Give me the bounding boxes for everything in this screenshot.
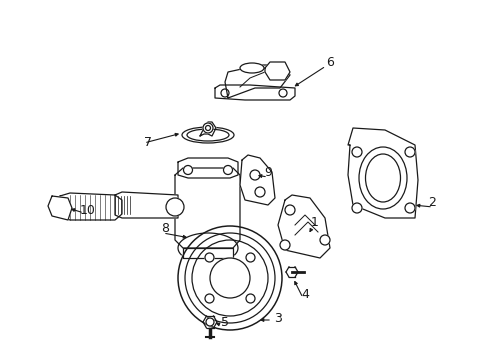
Circle shape	[192, 240, 267, 316]
Circle shape	[204, 253, 214, 262]
Circle shape	[205, 126, 210, 130]
Circle shape	[221, 89, 228, 97]
Circle shape	[245, 294, 254, 303]
Text: 8: 8	[161, 221, 169, 234]
Text: 3: 3	[273, 311, 282, 324]
Circle shape	[280, 240, 289, 250]
Text: 7: 7	[143, 136, 152, 149]
Polygon shape	[178, 158, 238, 178]
Circle shape	[178, 226, 282, 330]
Circle shape	[205, 318, 214, 326]
Circle shape	[279, 89, 286, 97]
Polygon shape	[115, 192, 178, 218]
Polygon shape	[48, 196, 72, 220]
Ellipse shape	[182, 127, 234, 143]
Ellipse shape	[365, 154, 400, 202]
Polygon shape	[215, 85, 294, 100]
Text: 4: 4	[301, 288, 308, 302]
Circle shape	[204, 294, 214, 303]
Polygon shape	[224, 65, 289, 98]
Polygon shape	[240, 155, 274, 205]
Polygon shape	[183, 248, 232, 258]
Polygon shape	[200, 122, 216, 136]
Polygon shape	[347, 128, 417, 218]
Polygon shape	[278, 195, 329, 258]
Text: 9: 9	[264, 166, 271, 180]
Circle shape	[209, 258, 249, 298]
Ellipse shape	[240, 63, 264, 73]
Circle shape	[254, 187, 264, 197]
Polygon shape	[175, 168, 240, 248]
Circle shape	[183, 166, 192, 175]
Circle shape	[351, 203, 361, 213]
Circle shape	[203, 123, 213, 133]
Circle shape	[245, 253, 254, 262]
Circle shape	[249, 170, 260, 180]
Text: 10: 10	[80, 203, 96, 216]
Polygon shape	[264, 62, 289, 80]
Text: 1: 1	[310, 216, 318, 229]
Ellipse shape	[186, 129, 228, 141]
Circle shape	[285, 205, 294, 215]
Text: 6: 6	[325, 55, 333, 68]
Circle shape	[404, 147, 414, 157]
Ellipse shape	[358, 147, 406, 209]
Circle shape	[223, 166, 232, 175]
Circle shape	[184, 233, 274, 323]
Text: 2: 2	[427, 195, 435, 208]
Circle shape	[165, 198, 183, 216]
Circle shape	[404, 203, 414, 213]
Circle shape	[319, 235, 329, 245]
Circle shape	[351, 147, 361, 157]
Polygon shape	[60, 193, 122, 220]
Text: 5: 5	[221, 315, 228, 328]
